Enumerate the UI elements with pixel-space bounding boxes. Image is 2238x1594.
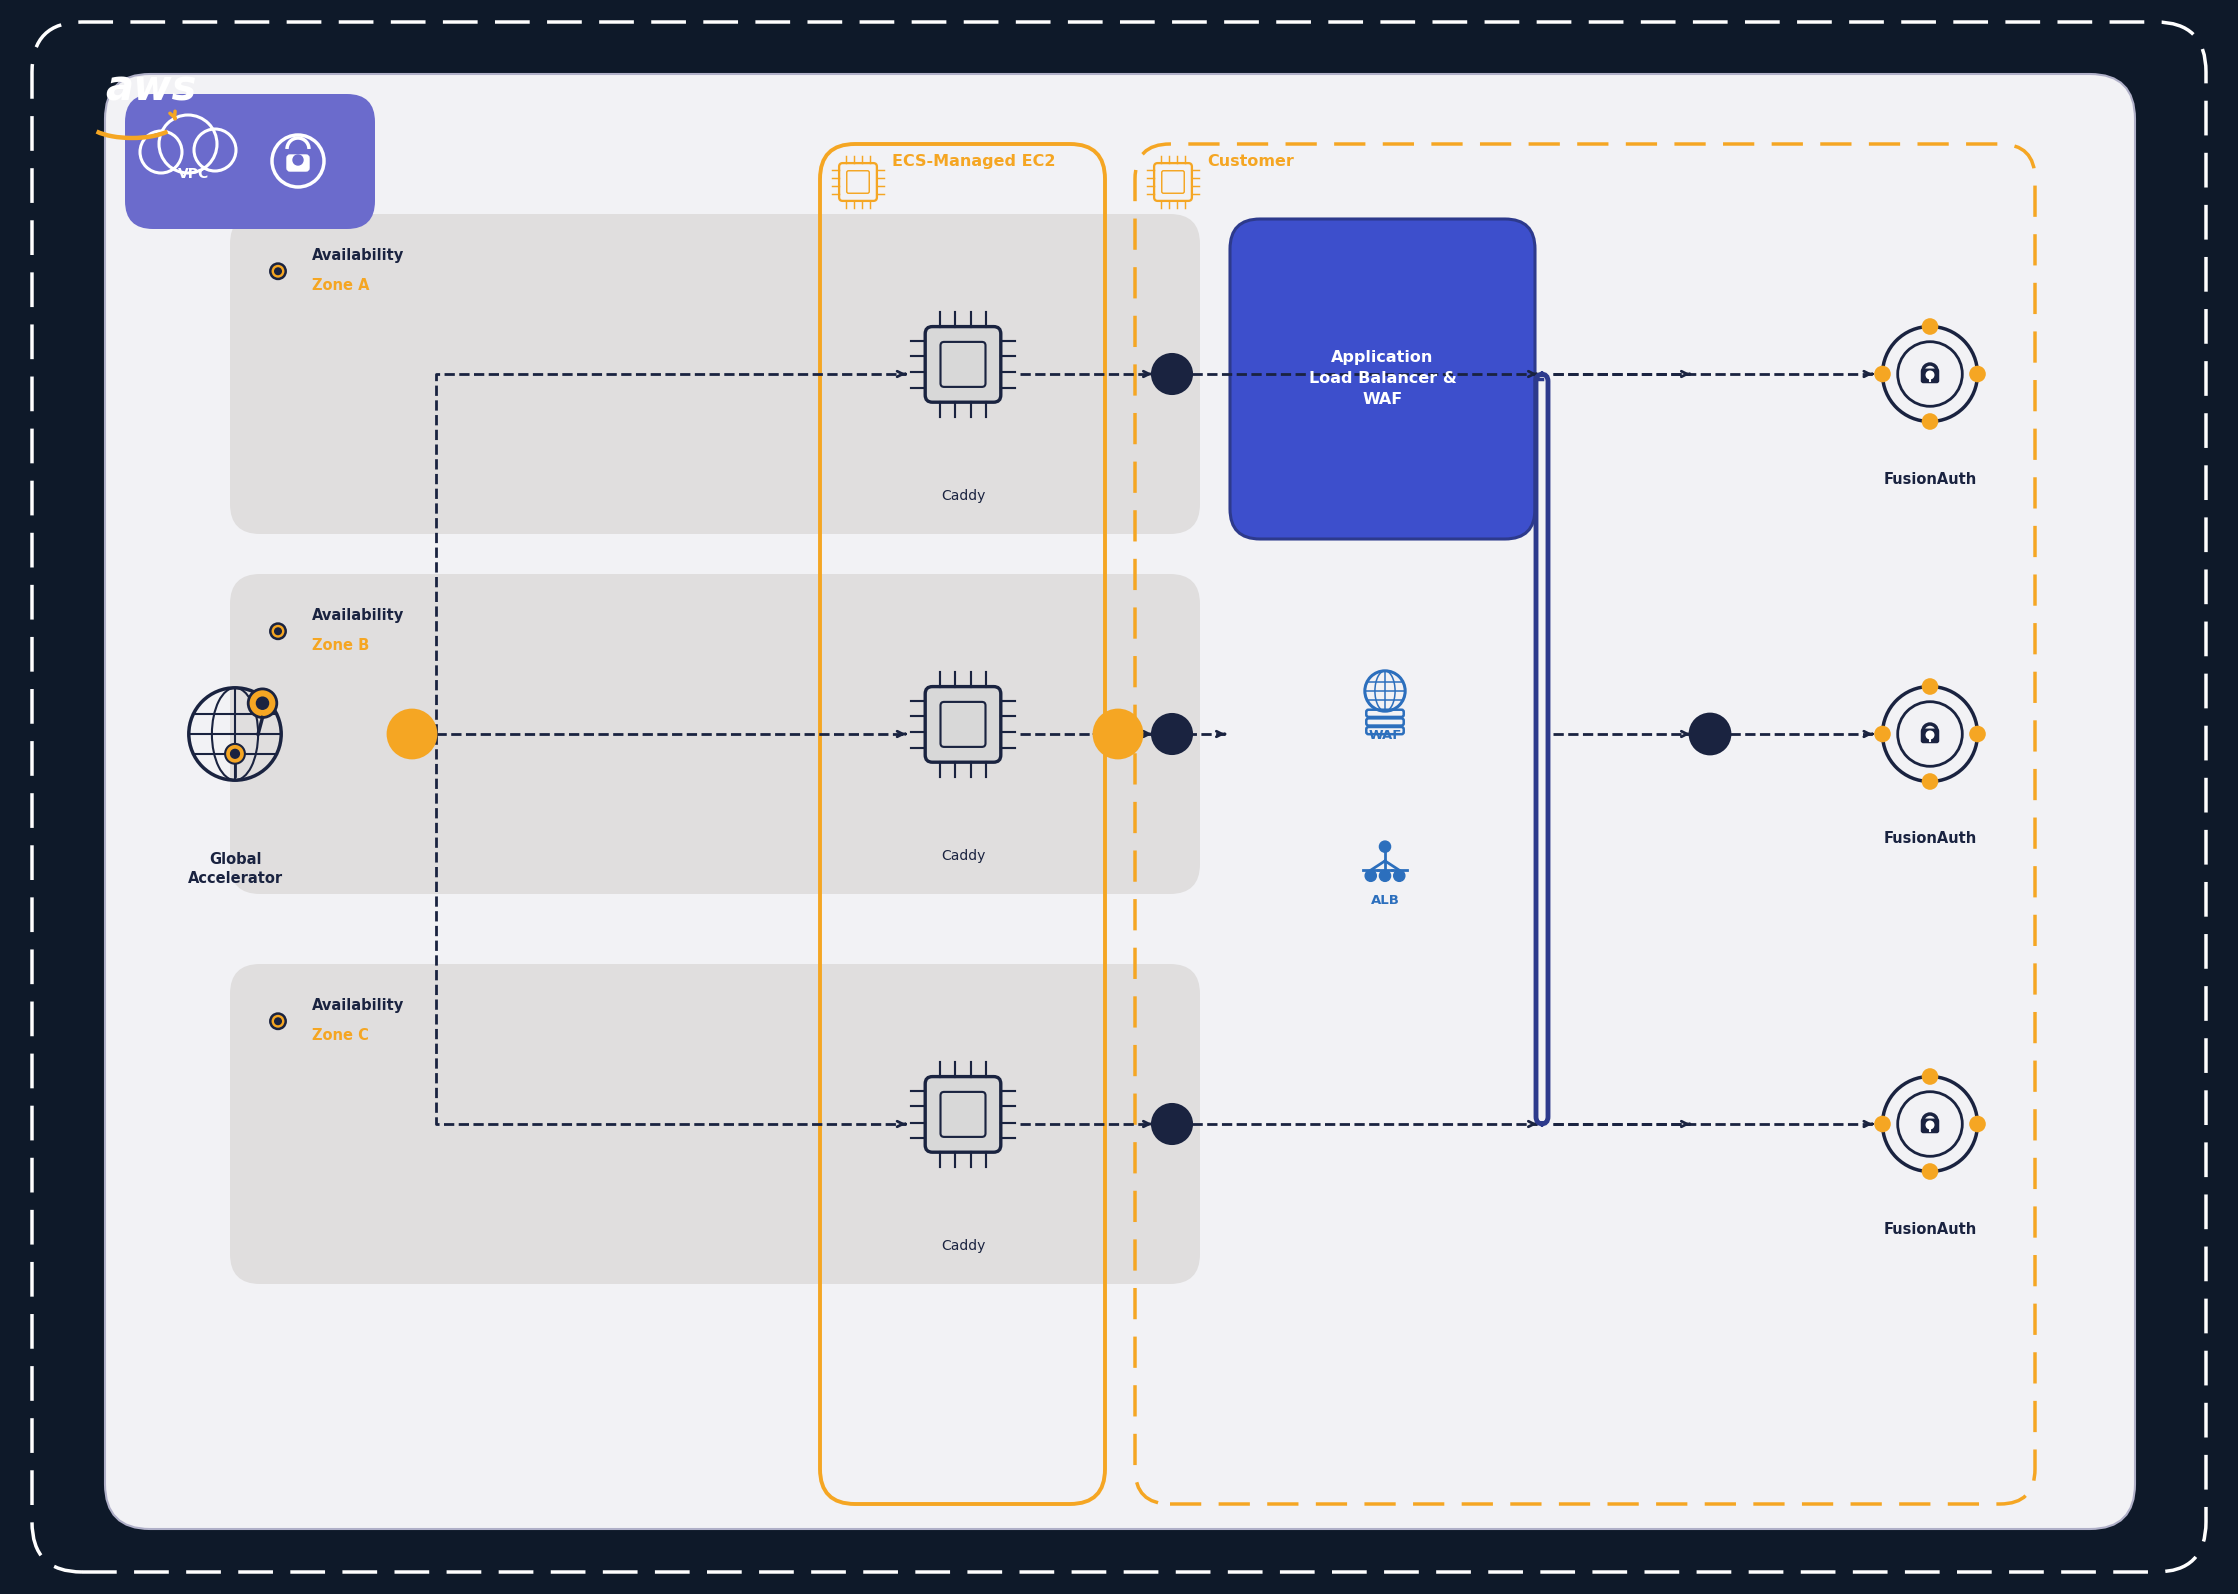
Circle shape [1927,1121,1934,1129]
Circle shape [1880,1074,1978,1173]
Circle shape [1094,709,1141,759]
Circle shape [1690,714,1730,754]
FancyBboxPatch shape [231,214,1200,534]
Circle shape [271,623,286,639]
Text: Caddy: Caddy [940,850,985,862]
Circle shape [1379,842,1390,853]
Circle shape [226,744,244,764]
FancyBboxPatch shape [1922,1119,1938,1133]
Circle shape [1153,714,1193,754]
FancyBboxPatch shape [4,5,2234,1589]
Circle shape [1394,870,1405,881]
Circle shape [1922,319,1938,335]
Circle shape [1927,732,1934,738]
Circle shape [139,131,184,174]
Text: ECS-Managed EC2: ECS-Managed EC2 [893,155,1056,169]
Circle shape [1922,1164,1938,1180]
Text: Application
Load Balancer &
WAF: Application Load Balancer & WAF [1309,351,1457,408]
Text: Availability: Availability [311,998,405,1014]
Circle shape [275,1019,282,1025]
Text: Caddy: Caddy [940,489,985,504]
Text: FusionAuth: FusionAuth [1884,1221,1976,1237]
Circle shape [275,628,282,634]
Text: Customer: Customer [1206,155,1294,169]
FancyBboxPatch shape [286,155,309,171]
Circle shape [1880,684,1978,783]
Circle shape [1875,727,1891,741]
Text: Caddy: Caddy [940,1239,985,1253]
Text: Availability: Availability [311,609,405,623]
Circle shape [1969,1116,1985,1132]
FancyBboxPatch shape [231,574,1200,894]
Circle shape [273,135,325,186]
Text: WAF: WAF [1367,728,1401,741]
Circle shape [1880,325,1978,424]
Text: ALB: ALB [1370,894,1399,907]
Text: Zone A: Zone A [311,279,369,293]
Circle shape [257,697,269,709]
Circle shape [1969,727,1985,741]
Circle shape [1969,367,1985,381]
Circle shape [1875,1116,1891,1132]
FancyBboxPatch shape [1922,370,1938,383]
Text: Zone C: Zone C [311,1028,369,1044]
Circle shape [271,1014,286,1030]
Circle shape [1922,414,1938,429]
Text: Availability: Availability [311,249,405,263]
FancyBboxPatch shape [924,1076,1000,1152]
Circle shape [293,155,302,166]
FancyBboxPatch shape [1922,728,1938,743]
FancyBboxPatch shape [924,687,1000,762]
Circle shape [1922,679,1938,693]
Text: VPC: VPC [179,167,210,182]
Circle shape [248,689,278,717]
FancyBboxPatch shape [1231,218,1535,539]
Circle shape [1927,371,1934,379]
Circle shape [387,709,436,759]
Text: FusionAuth: FusionAuth [1884,832,1976,846]
Circle shape [231,749,239,759]
Text: FusionAuth: FusionAuth [1884,472,1976,486]
Circle shape [1922,775,1938,789]
Circle shape [1922,1070,1938,1084]
Text: aws: aws [105,69,197,110]
Circle shape [275,268,282,274]
Circle shape [159,115,217,174]
Circle shape [1153,354,1193,394]
Circle shape [1379,870,1390,881]
Circle shape [271,263,286,279]
Circle shape [1365,870,1376,881]
Circle shape [159,135,217,191]
Circle shape [192,128,237,172]
Text: Zone B: Zone B [311,639,369,654]
Circle shape [1153,1105,1193,1144]
FancyBboxPatch shape [105,73,2135,1529]
Circle shape [1875,367,1891,381]
FancyBboxPatch shape [125,94,376,230]
FancyBboxPatch shape [924,327,1000,402]
FancyBboxPatch shape [231,964,1200,1285]
Text: Global
Accelerator: Global Accelerator [188,851,282,886]
